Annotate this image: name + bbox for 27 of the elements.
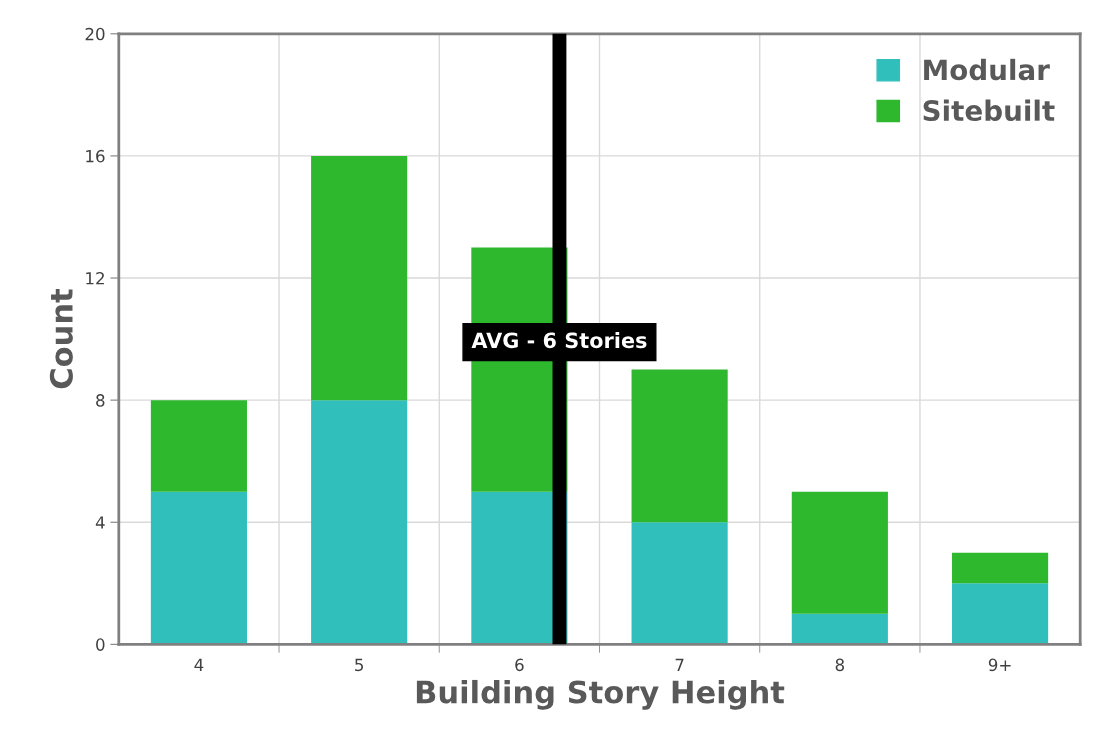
y-tick-label: 8	[96, 394, 105, 407]
x-tick-label: 4	[194, 658, 204, 671]
x-tick-label: 6	[515, 658, 524, 672]
y-tick-label: 4	[95, 516, 105, 529]
legend-label: Modular	[924, 58, 1050, 81]
bar	[952, 583, 1049, 645]
y-tick-label: 12	[86, 271, 104, 285]
ref-line-label: AVG - 6 Stories	[471, 332, 647, 349]
x-tick-label: 9+	[988, 658, 1011, 672]
bar	[311, 400, 408, 645]
bar	[150, 491, 247, 645]
legend-label: Sitebuilt	[923, 99, 1055, 122]
y-tick-label: 0	[96, 638, 105, 651]
bar	[952, 552, 1049, 584]
bar	[791, 613, 888, 645]
x-axis-title: Building Story Height	[416, 679, 785, 710]
bar	[791, 491, 888, 614]
y-tick-label: 16	[86, 149, 105, 163]
x-tick-label: 5	[355, 658, 363, 672]
bar	[311, 155, 408, 401]
bar	[631, 522, 728, 645]
y-axis-title: Count	[49, 289, 73, 389]
bar	[631, 369, 728, 523]
bar	[150, 400, 247, 492]
y-tick-label: 20	[85, 27, 105, 41]
x-tick-label: 7	[675, 658, 684, 671]
x-tick-label: 8	[835, 658, 845, 672]
